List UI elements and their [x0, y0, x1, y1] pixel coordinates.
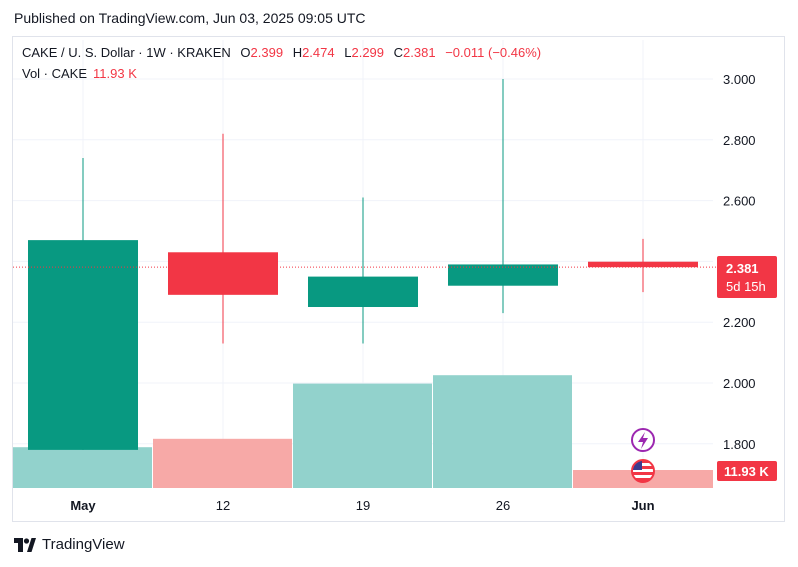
y-tick-label: 2.600: [723, 194, 756, 209]
y-tick-label: 3.000: [723, 72, 756, 87]
volume-label: Vol · CAKE: [22, 66, 88, 81]
high-label: H: [292, 45, 303, 60]
volume-legend: Vol · CAKE 11.93 K: [22, 66, 137, 81]
candles: [28, 79, 698, 450]
x-axis-ticks: May 12 19 26 Jun: [70, 498, 654, 513]
close-label: C: [393, 45, 404, 60]
price-badge-countdown: 5d 15h: [726, 279, 766, 294]
published-caption: Published on TradingView.com, Jun 03, 20…: [14, 10, 366, 26]
open-value: 2.399: [250, 45, 284, 60]
footer-brand[interactable]: TradingView: [14, 536, 125, 553]
candle: [448, 79, 558, 314]
lightning-icon[interactable]: [631, 428, 655, 452]
volume-bar: [293, 383, 432, 488]
candle-body: [308, 276, 418, 307]
high-value: 2.474: [302, 45, 335, 60]
y-tick-label: 2.000: [723, 376, 756, 391]
candle-body: [448, 264, 558, 286]
candle-body: [28, 240, 138, 450]
volume-badge-value: 11.93 K: [724, 464, 769, 479]
volume-bar: [153, 438, 292, 488]
tradingview-logo-icon: [14, 537, 36, 552]
low-value: 2.299: [351, 45, 385, 60]
low-label: L: [344, 45, 352, 60]
us-flag-icon[interactable]: [631, 459, 655, 483]
ohlc-legend: CAKE / U. S. Dollar · 1W · KRAKEN O2.399…: [22, 45, 541, 60]
change-value: −0.011 (−0.46%): [445, 45, 542, 60]
candle-body: [168, 252, 278, 295]
candle: [28, 158, 138, 450]
brand-label: TradingView: [42, 536, 125, 553]
price-badge-value: 2.381: [726, 261, 759, 276]
y-tick-label: 2.800: [723, 133, 756, 148]
y-tick-label: 2.200: [723, 315, 756, 330]
volume-bars: [13, 375, 713, 488]
x-tick-label: Jun: [631, 498, 654, 513]
volume-value: 11.93 K: [93, 66, 137, 81]
open-label: O: [240, 45, 251, 60]
volume-bar: [13, 447, 152, 488]
candle: [588, 238, 698, 293]
symbol-label: CAKE / U. S. Dollar · 1W · KRAKEN: [22, 45, 231, 60]
price-badge: 2.381 5d 15h: [717, 256, 777, 298]
close-value: 2.381: [403, 45, 436, 60]
candle: [168, 133, 278, 344]
x-tick-label: May: [70, 498, 96, 513]
x-tick-label: 26: [496, 498, 510, 513]
chart-frame[interactable]: [12, 36, 785, 522]
candle-body: [588, 261, 698, 268]
volume-bar: [433, 375, 572, 488]
x-tick-label: 12: [216, 498, 230, 513]
volume-badge: 11.93 K: [717, 461, 777, 481]
y-tick-label: 1.800: [723, 437, 756, 452]
x-tick-label: 19: [356, 498, 370, 513]
candle: [308, 197, 418, 344]
